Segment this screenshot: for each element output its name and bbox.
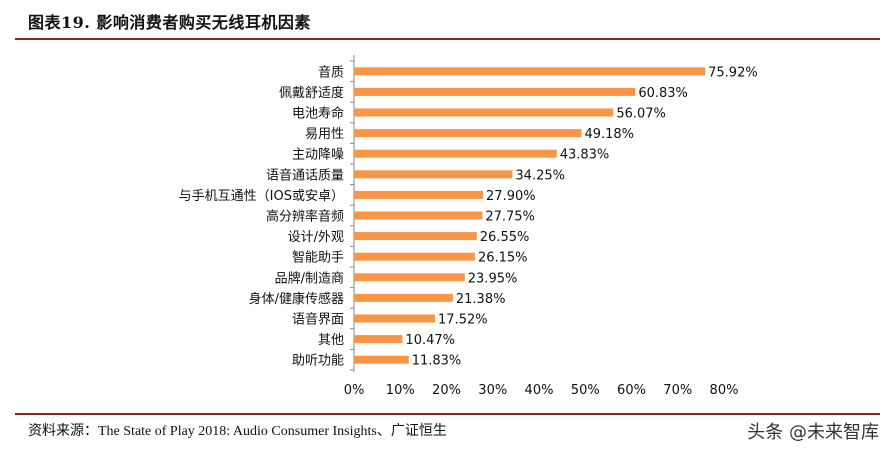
value-label: 17.52% [438,313,488,328]
category-label: 高分辨率音频 [266,209,344,225]
bar-chart: 音质 75.92% 佩戴舒适度 60.83% 电池寿命 56.07% 易用性 49.18% 主动… [179,55,758,398]
bar [354,170,513,179]
value-label: 26.15% [478,251,528,266]
value-label: 75.92% [708,65,758,80]
x-tick-label: 30% [478,383,507,398]
value-label: 11.83% [412,354,462,369]
bottom-rule [15,413,880,415]
value-label: 60.83% [638,86,688,101]
bar [354,252,475,261]
category-label: 语音界面 [292,312,344,328]
value-label: 56.07% [616,107,666,122]
bar [354,273,465,282]
value-label: 43.83% [560,148,610,163]
category-label: 电池寿命 [292,106,344,122]
category-label: 身体/健康传感器 [249,291,344,307]
bar [354,129,582,138]
bar [354,211,483,220]
x-tick-label: 80% [710,383,739,398]
category-label: 品牌/制造商 [275,270,344,286]
value-label: 21.38% [456,292,506,307]
x-tick-label: 20% [432,383,461,398]
figure-title: 图表19. 影响消费者购买无线耳机因素 [28,13,311,32]
bar [354,335,403,344]
bar [354,293,453,302]
x-tick-label: 10% [386,383,415,398]
source-note: 资料来源：The State of Play 2018: Audio Consu… [28,424,447,439]
bar [354,67,706,76]
category-label: 易用性 [305,127,344,142]
category-label: 智能助手 [292,251,344,266]
value-label: 10.47% [405,333,455,348]
category-label: 与手机互通性（IOS或安卓） [179,189,344,204]
category-label: 佩戴舒适度 [279,85,344,101]
top-rule [15,38,880,40]
value-label: 26.55% [480,230,530,245]
bar [354,108,614,117]
bar [354,314,436,323]
value-label: 27.90% [486,189,536,204]
category-label: 语音通话质量 [266,167,344,183]
category-label: 音质 [318,64,344,80]
bar [354,149,557,158]
category-label: 助听功能 [292,354,344,369]
value-label: 34.25% [515,168,565,183]
x-tick-label: 50% [571,383,600,398]
value-label: 49.18% [584,127,634,142]
value-label: 27.75% [485,210,535,225]
category-label: 主动降噪 [292,148,344,163]
category-label: 其他 [318,333,344,348]
value-label: 23.95% [468,271,518,286]
bar [354,355,409,364]
x-tick-label: 70% [663,383,692,398]
bar [354,87,636,96]
category-label: 设计/外观 [288,230,344,245]
bar [354,190,484,199]
bar [354,232,477,241]
x-tick-label: 60% [617,383,646,398]
x-tick-label: 0% [344,383,365,398]
watermark: 头条 @未来智库 [747,422,879,443]
x-tick-label: 40% [525,383,554,398]
